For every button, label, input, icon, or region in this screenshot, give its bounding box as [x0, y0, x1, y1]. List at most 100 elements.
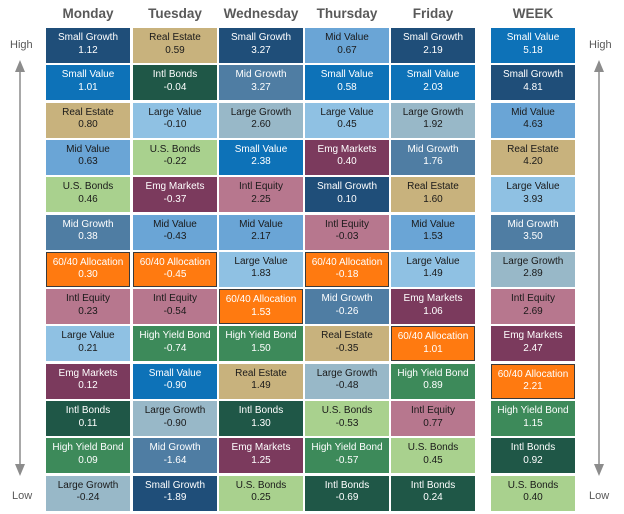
cell-category-label: 60/40 Allocation	[311, 256, 383, 268]
cell-value-label: 1.06	[423, 305, 443, 317]
cell-wednesday-small-value: Small Value 2.38	[219, 139, 303, 175]
cell-value-label: -0.48	[335, 380, 359, 392]
cell-value-label: 1.25	[251, 454, 271, 466]
cell-monday-60-40-allocation: 60/40 Allocation 0.30	[46, 251, 130, 287]
cell-tuesday-mid-growth: Mid Growth -1.64	[133, 438, 217, 474]
cell-category-label: Small Value	[320, 69, 374, 81]
cell-value-label: 1.50	[251, 342, 271, 354]
cell-value-label: 0.10	[337, 193, 357, 205]
cell-value-label: -0.18	[335, 269, 359, 281]
cell-category-label: Large Growth	[57, 479, 119, 491]
cell-friday-mid-growth: Mid Growth 1.76	[391, 139, 475, 175]
cell-monday-emg-markets: Emg Markets 0.12	[46, 363, 130, 399]
cell-value-label: -0.74	[163, 342, 187, 354]
cell-value-label: 0.80	[78, 119, 98, 131]
cell-category-label: Emg Markets	[58, 367, 118, 379]
cell-value-label: -1.89	[163, 492, 187, 504]
cell-category-label: Real Estate	[407, 181, 459, 193]
cell-tuesday-small-growth: Small Growth -1.89	[133, 475, 217, 511]
cell-value-label: 1.53	[251, 306, 271, 318]
cell-category-label: 60/40 Allocation	[497, 368, 569, 380]
cell-value-label: 1.76	[423, 156, 443, 168]
cell-category-label: Intl Equity	[66, 293, 110, 305]
cell-category-label: Small Value	[148, 367, 202, 379]
cell-value-label: 2.69	[523, 305, 543, 317]
cell-category-label: High Yield Bond	[225, 330, 297, 342]
cell-value-label: 0.46	[78, 193, 98, 205]
cell-category-label: Small Value	[61, 69, 115, 81]
cell-category-label: U.S. Bonds	[507, 479, 559, 491]
cell-category-label: Real Estate	[149, 32, 201, 43]
cell-thursday-small-value: Small Value 0.58	[305, 65, 389, 101]
column-header-thursday: Thursday	[316, 6, 378, 21]
cell-category-label: Small Growth	[502, 69, 563, 81]
cell-thursday-mid-growth: Mid Growth -0.26	[305, 289, 389, 325]
cell-week-large-growth: Large Growth 2.89	[491, 251, 575, 287]
cell-value-label: 3.50	[523, 231, 543, 242]
cell-thursday-large-value: Large Value 0.45	[305, 102, 389, 138]
cell-category-label: High Yield Bond	[139, 330, 211, 342]
cell-value-label: 0.09	[78, 454, 98, 466]
cell-category-label: High Yield Bond	[52, 442, 124, 454]
cell-monday-large-growth: Large Growth -0.24	[46, 475, 130, 511]
cell-category-label: Mid Value	[511, 106, 555, 118]
cell-category-label: Small Growth	[57, 32, 118, 43]
cell-category-label: Mid Growth	[507, 218, 559, 230]
cell-friday-60-40-allocation: 60/40 Allocation 1.01	[391, 326, 475, 362]
cell-wednesday-intl-equity: Intl Equity 2.25	[219, 177, 303, 213]
cell-value-label: 1.60	[423, 193, 443, 205]
cell-category-label: High Yield Bond	[497, 405, 569, 416]
cell-value-label: 1.30	[251, 417, 271, 429]
cell-category-label: High Yield Bond	[397, 367, 469, 379]
cell-week-small-growth: Small Growth 4.81	[491, 65, 575, 101]
cell-category-label: Small Growth	[230, 32, 291, 43]
cell-value-label: -0.53	[335, 417, 359, 429]
cell-category-label: Real Estate	[62, 106, 114, 118]
cell-category-label: Emg Markets	[403, 293, 463, 305]
cell-category-label: Mid Value	[153, 218, 197, 230]
cell-value-label: 2.17	[251, 231, 271, 242]
cell-value-label: 1.49	[251, 380, 271, 392]
cell-thursday-small-growth: Small Growth 0.10	[305, 177, 389, 213]
cell-category-label: U.S. Bonds	[407, 442, 459, 454]
cell-category-label: Large Value	[234, 255, 288, 267]
cell-week-large-value: Large Value 3.93	[491, 177, 575, 213]
cell-category-label: Large Growth	[144, 405, 206, 416]
cell-value-label: 2.47	[523, 342, 543, 354]
cell-wednesday-large-growth: Large Growth 2.60	[219, 102, 303, 138]
cell-thursday-u-s-bonds: U.S. Bonds -0.53	[305, 401, 389, 436]
cell-category-label: Mid Value	[411, 218, 455, 230]
cell-tuesday-60-40-allocation: 60/40 Allocation -0.45	[133, 251, 217, 287]
cell-category-label: Large Value	[506, 181, 560, 193]
cell-value-label: 2.19	[423, 44, 443, 56]
cell-monday-small-growth: Small Growth 1.12	[46, 28, 130, 63]
cell-category-label: 60/40 Allocation	[52, 256, 124, 268]
column-header-friday: Friday	[412, 6, 454, 21]
cell-category-label: Intl Bonds	[238, 405, 284, 416]
cell-friday-emg-markets: Emg Markets 1.06	[391, 289, 475, 325]
cell-category-label: Large Growth	[502, 255, 564, 267]
cell-category-label: Intl Bonds	[510, 442, 556, 454]
cell-value-label: 0.24	[423, 492, 443, 504]
cell-category-label: Intl Equity	[239, 181, 283, 193]
cell-category-label: Small Growth	[144, 479, 205, 491]
cell-wednesday-small-growth: Small Growth 3.27	[219, 28, 303, 63]
cell-tuesday-mid-value: Mid Value -0.43	[133, 214, 217, 250]
high-label-left: High	[10, 39, 33, 51]
high-label-right: High	[589, 39, 612, 51]
cell-value-label: 4.63	[523, 119, 543, 131]
cell-value-label: 0.11	[78, 417, 98, 429]
cell-category-label: Emg Markets	[145, 181, 205, 193]
column-header-week: WEEK	[512, 6, 554, 21]
cell-value-label: -0.90	[163, 380, 187, 392]
cell-category-label: 60/40 Allocation	[225, 294, 297, 306]
cell-value-label: 1.01	[423, 343, 443, 355]
cell-value-label: -0.22	[163, 156, 187, 168]
cell-value-label: 4.20	[523, 156, 543, 168]
cell-category-label: Emg Markets	[503, 330, 563, 342]
cell-category-label: Intl Equity	[153, 293, 197, 305]
cell-value-label: 0.38	[78, 231, 98, 242]
cell-week-emg-markets: Emg Markets 2.47	[491, 326, 575, 362]
cell-category-label: Mid Growth	[321, 293, 373, 305]
